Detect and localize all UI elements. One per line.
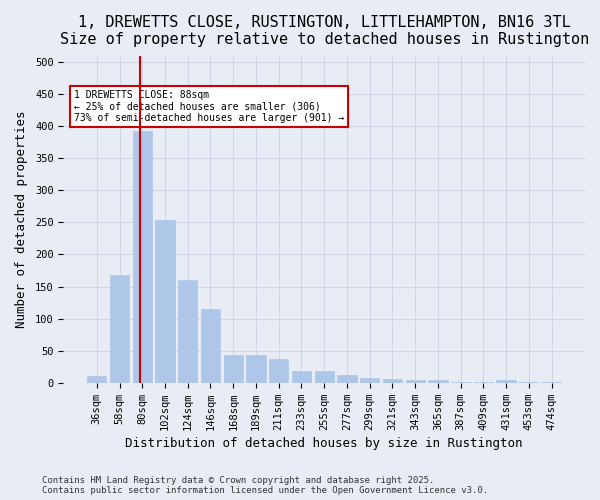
Bar [406, 380, 425, 383]
Bar [383, 379, 402, 383]
Bar [178, 280, 197, 383]
Text: Contains HM Land Registry data © Crown copyright and database right 2025.
Contai: Contains HM Land Registry data © Crown c… [42, 476, 488, 495]
Title: 1, DREWETTS CLOSE, RUSTINGTON, LITTLEHAMPTON, BN16 3TL
Size of property relative: 1, DREWETTS CLOSE, RUSTINGTON, LITTLEHAM… [59, 15, 589, 48]
Bar [247, 354, 266, 383]
Bar [110, 275, 129, 383]
Y-axis label: Number of detached properties: Number of detached properties [15, 110, 28, 328]
Bar [542, 382, 561, 383]
Bar [519, 382, 539, 383]
Bar [496, 380, 516, 383]
Bar [428, 380, 448, 383]
Bar [337, 375, 356, 383]
Bar [133, 130, 152, 383]
Bar [155, 220, 175, 383]
Bar [269, 359, 289, 383]
Bar [292, 370, 311, 383]
Text: 1 DREWETTS CLOSE: 88sqm
← 25% of detached houses are smaller (306)
73% of semi-d: 1 DREWETTS CLOSE: 88sqm ← 25% of detache… [74, 90, 344, 123]
Bar [451, 382, 470, 383]
Bar [474, 382, 493, 383]
Bar [314, 372, 334, 383]
X-axis label: Distribution of detached houses by size in Rustington: Distribution of detached houses by size … [125, 437, 523, 450]
Bar [224, 354, 243, 383]
Bar [201, 309, 220, 383]
Bar [87, 376, 106, 383]
Bar [360, 378, 379, 383]
